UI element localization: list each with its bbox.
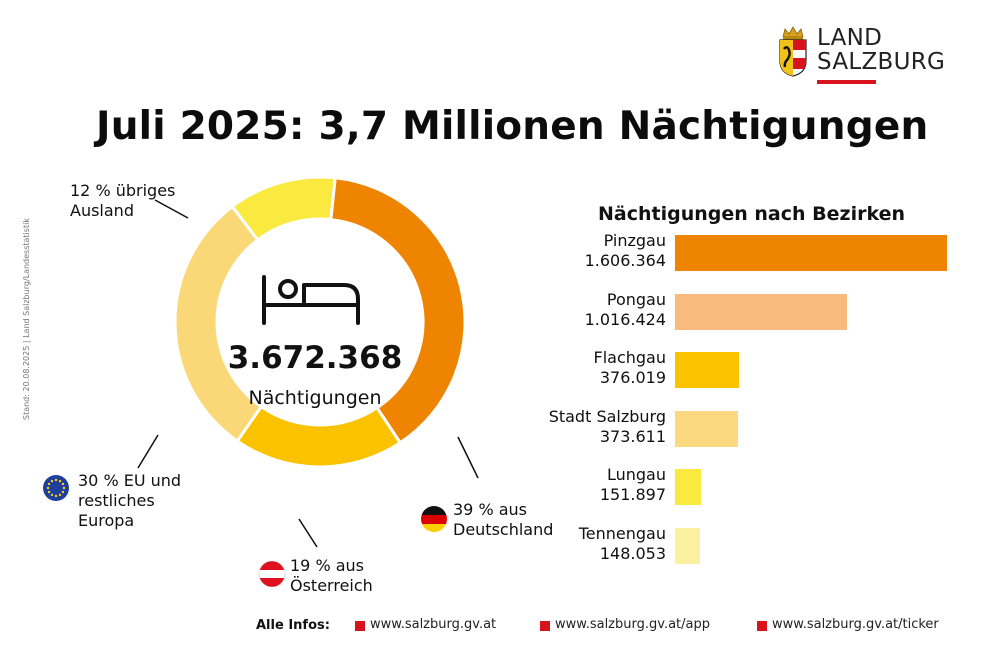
donut-slice-other [230,175,337,243]
bar-chart-title: Nächtigungen nach Bezirken [598,203,905,225]
source-note: Stand: 20.08.2025 | Land Salzburg/Landes… [22,218,31,420]
total-value: 3.672.368 [227,340,403,376]
donut-slice-de [329,176,467,445]
bar-label-stadt-salzburg: Stadt Salzburg 373.611 [548,406,666,446]
bar-label-lungau: Lungau 151.897 [599,465,666,504]
austria-flag-icon [258,560,286,588]
bar-flachgau [675,352,739,388]
logo-underline [817,80,876,84]
bullet-icon [355,621,365,631]
footer-link-app[interactable]: www.salzburg.gv.at/app [555,617,710,632]
bar-label-flachgau: Flachgau 376.019 [593,348,667,387]
slice-label-eu: 30 % EU und restliches Europa [78,471,182,530]
bar-chart: Pinzgau 1.606.364 Pongau 1.016.424 Flachgau 3… [538,231,958,564]
logo-wordmark: LAND SALZBURG [817,26,945,74]
bar-label-pinzgau: Pinzgau 1.606.364 [584,231,666,270]
bed-icon [262,275,360,325]
bar-tennengau [675,527,701,564]
total-label: Nächtigungen [248,387,382,409]
bar-label-tennengau: Tennengau 148.053 [578,523,666,563]
bullet-icon [540,621,550,631]
bullet-icon [757,621,767,631]
footer-label: Alle Infos: [256,618,330,633]
leader-line-other [154,199,189,219]
footer-link-ticker[interactable]: www.salzburg.gv.at/ticker [772,617,939,632]
logo-line-1: LAND [817,25,883,51]
bar-pongau [675,293,848,330]
slice-label-other: 12 % übriges Ausland [70,181,176,220]
donut-slice-at [235,404,403,469]
bar-pinzgau [675,235,947,271]
germany-flag-icon [421,506,447,532]
slice-label-de: 39 % aus Deutschland [453,500,554,539]
coat-of-arms-icon [779,26,807,77]
leader-line-de [457,436,479,479]
donut-slice-eu [173,204,264,444]
donut-chart [173,175,467,469]
bar-label-pongau: Pongau 1.016.424 [584,289,666,329]
page-title: Juli 2025: 3,7 Millionen Nächtigungen [96,104,929,149]
leader-line-eu [137,434,159,469]
bar-stadt-salzburg [675,410,739,447]
eu-flag-icon [43,475,69,501]
bar-lungau [675,469,701,505]
slice-label-at: 19 % aus Österreich [290,556,373,595]
footer-link-main[interactable]: www.salzburg.gv.at [370,617,497,632]
leader-line-at [298,518,318,548]
logo-line-2: SALZBURG [817,49,946,75]
